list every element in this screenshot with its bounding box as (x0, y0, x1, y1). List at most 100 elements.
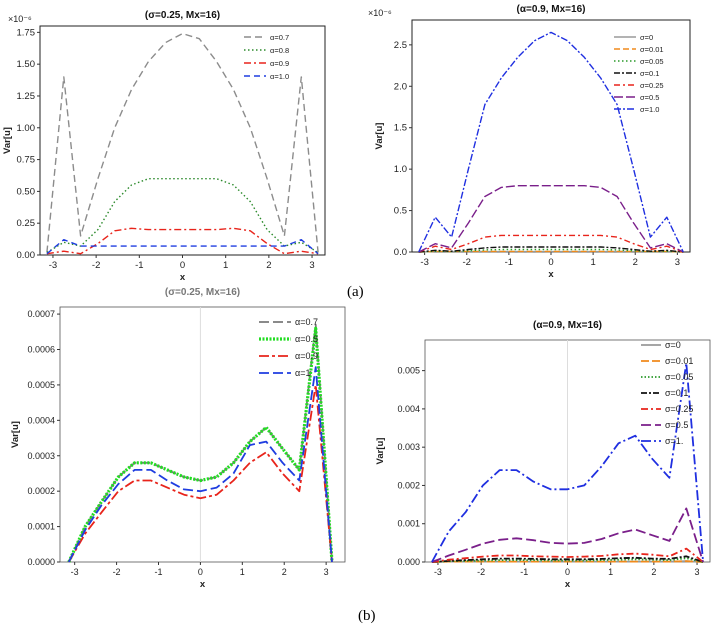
y-tick-label: 1.25 (17, 91, 36, 102)
y-tick-label: 0.000 (397, 557, 420, 567)
chart-title: (σ=0.25, Mx=16) (145, 10, 220, 21)
y-tick-label: 0.0 (394, 247, 407, 258)
x-tick-label: -2 (92, 260, 100, 271)
x-tick-label: 0 (198, 567, 203, 577)
y-tick-label: 0.75 (17, 155, 36, 166)
y-tick-label: 0.0000 (27, 557, 55, 567)
legend-label: α=1 (295, 368, 310, 378)
series-line-5 (418, 234, 684, 253)
chart-title: (σ=0.25, Mx=16) (165, 287, 240, 298)
x-tick-label: 3 (309, 260, 314, 271)
y-tick-label: 0.0006 (27, 345, 55, 355)
legend-label: σ=0.01 (640, 45, 664, 54)
chart-bottom-right: -3 -2 -1 0 1 2 3 0.000 0.001 0.002 0.003 0.004 0.005… (375, 320, 711, 590)
y-tick-label: 0.0007 (27, 309, 55, 319)
caption-b: (b) (358, 608, 376, 624)
x-tick-label: -3 (71, 567, 79, 577)
x-tick-label: 2 (633, 257, 638, 268)
x-axis-label: x (548, 269, 554, 280)
legend-label: σ=0.05 (640, 57, 664, 66)
legend-label: α=0.8 (270, 46, 289, 55)
series-line-7 (431, 362, 704, 563)
y-tick-label: 0.0005 (27, 380, 55, 390)
y-tick-label: 0.0002 (27, 486, 55, 496)
x-tick-label: 0 (548, 257, 553, 268)
legend-label: σ=0.01 (665, 356, 693, 366)
series-line-2 (46, 177, 319, 254)
y-axis-label: Var[u] (2, 127, 13, 154)
legend-label: σ=0.1 (640, 69, 659, 78)
y-tick-label: 1.0 (394, 164, 407, 175)
legend-label: σ=1.0 (640, 105, 659, 114)
series-line-3 (68, 383, 333, 563)
legend-label: α=0.9 (270, 59, 289, 68)
x-tick-label: -1 (154, 567, 162, 577)
x-tick-label: 0 (565, 567, 570, 577)
plot-frame (59, 306, 346, 563)
legend-label: σ=0 (665, 340, 681, 350)
x-tick-label: 2 (282, 567, 287, 577)
y-tick-label: 0.50 (17, 186, 36, 197)
series-line-2 (431, 560, 704, 563)
legend-label: σ=0.25 (665, 404, 693, 414)
y-tick-label: 0.00 (17, 250, 36, 261)
x-tick-label: 3 (324, 567, 329, 577)
series-line-6 (418, 184, 684, 253)
series-line-4 (418, 246, 684, 253)
series-line-1 (46, 32, 319, 253)
x-tick-label: -3 (49, 260, 57, 271)
series-line-6 (431, 507, 704, 563)
y-axis-label: Var[u] (374, 123, 385, 150)
chart-top-left: -3 -2 -1 0 1 2 3 0.00 0.25 0.50 0.75 1.00 1.25 1.50 1.… (2, 10, 326, 283)
x-tick-label: 1 (590, 257, 595, 268)
exponent-label: ×10⁻⁶ (8, 14, 32, 24)
legend-label: α=0.9 (295, 351, 318, 361)
y-tick-label: 1.5 (394, 123, 407, 134)
y-tick-label: 0.5 (394, 206, 407, 217)
y-tick-label: 0.001 (397, 519, 420, 529)
series-line-4 (67, 366, 333, 563)
x-tick-label: -1 (520, 567, 528, 577)
x-axis-label: x (200, 579, 206, 590)
x-tick-label: 3 (675, 257, 680, 268)
y-tick-label: 2.5 (394, 40, 407, 51)
legend-label: σ=0.5 (665, 420, 688, 430)
y-tick-label: 0.0004 (27, 415, 55, 425)
legend-label: α=0.7 (295, 317, 318, 327)
y-tick-label: 1.50 (17, 59, 36, 70)
exponent-label: ×10⁻⁶ (368, 8, 392, 18)
x-axis-label: x (180, 272, 186, 283)
series-line-3 (46, 227, 319, 255)
y-axis-label: Var[u] (375, 438, 386, 465)
y-tick-label: 0.003 (397, 442, 420, 452)
x-tick-label: 1 (608, 567, 613, 577)
y-tick-label: 0.0003 (27, 451, 55, 461)
x-tick-label: -2 (477, 567, 485, 577)
y-tick-label: 2.0 (394, 81, 407, 92)
legend-label: σ=0.05 (665, 372, 693, 382)
y-tick-label: 0.25 (17, 218, 36, 229)
series-line-7 (418, 31, 684, 253)
legend-label: α=0.7 (270, 33, 289, 42)
x-axis-label: x (565, 579, 571, 590)
series-line-2 (67, 326, 334, 563)
chart-bottom-left: -3 -2 -1 0 1 2 3 0.0000 0.0001 0.0002 0.0003 0.0004… (10, 287, 346, 590)
y-tick-label: 1.00 (17, 123, 36, 134)
x-tick-label: -2 (113, 567, 121, 577)
y-axis-label: Var[u] (10, 421, 21, 448)
chart-top-right: -3 -2 -1 0 1 2 3 0.0 0.5 1.0 1.5 2.0 2.5 (α=0.9, Mx=1… (368, 4, 691, 280)
x-tick-label: -3 (420, 257, 428, 268)
x-tick-label: -2 (463, 257, 471, 268)
y-tick-label: 0.005 (397, 366, 420, 376)
chart-title: (α=0.9, Mx=16) (533, 320, 602, 331)
y-tick-label: 0.0001 (27, 522, 55, 532)
legend-label: α=1.0 (270, 72, 289, 81)
y-tick-label: 0.002 (397, 480, 420, 490)
y-tick-label: 1.75 (17, 27, 36, 38)
x-tick-label: -1 (135, 260, 143, 271)
y-tick-label: 0.004 (397, 404, 420, 414)
x-tick-label: 0 (180, 260, 185, 271)
chart-title: (α=0.9, Mx=16) (517, 4, 586, 15)
x-tick-label: -3 (434, 567, 442, 577)
caption-a: (a) (347, 284, 364, 300)
